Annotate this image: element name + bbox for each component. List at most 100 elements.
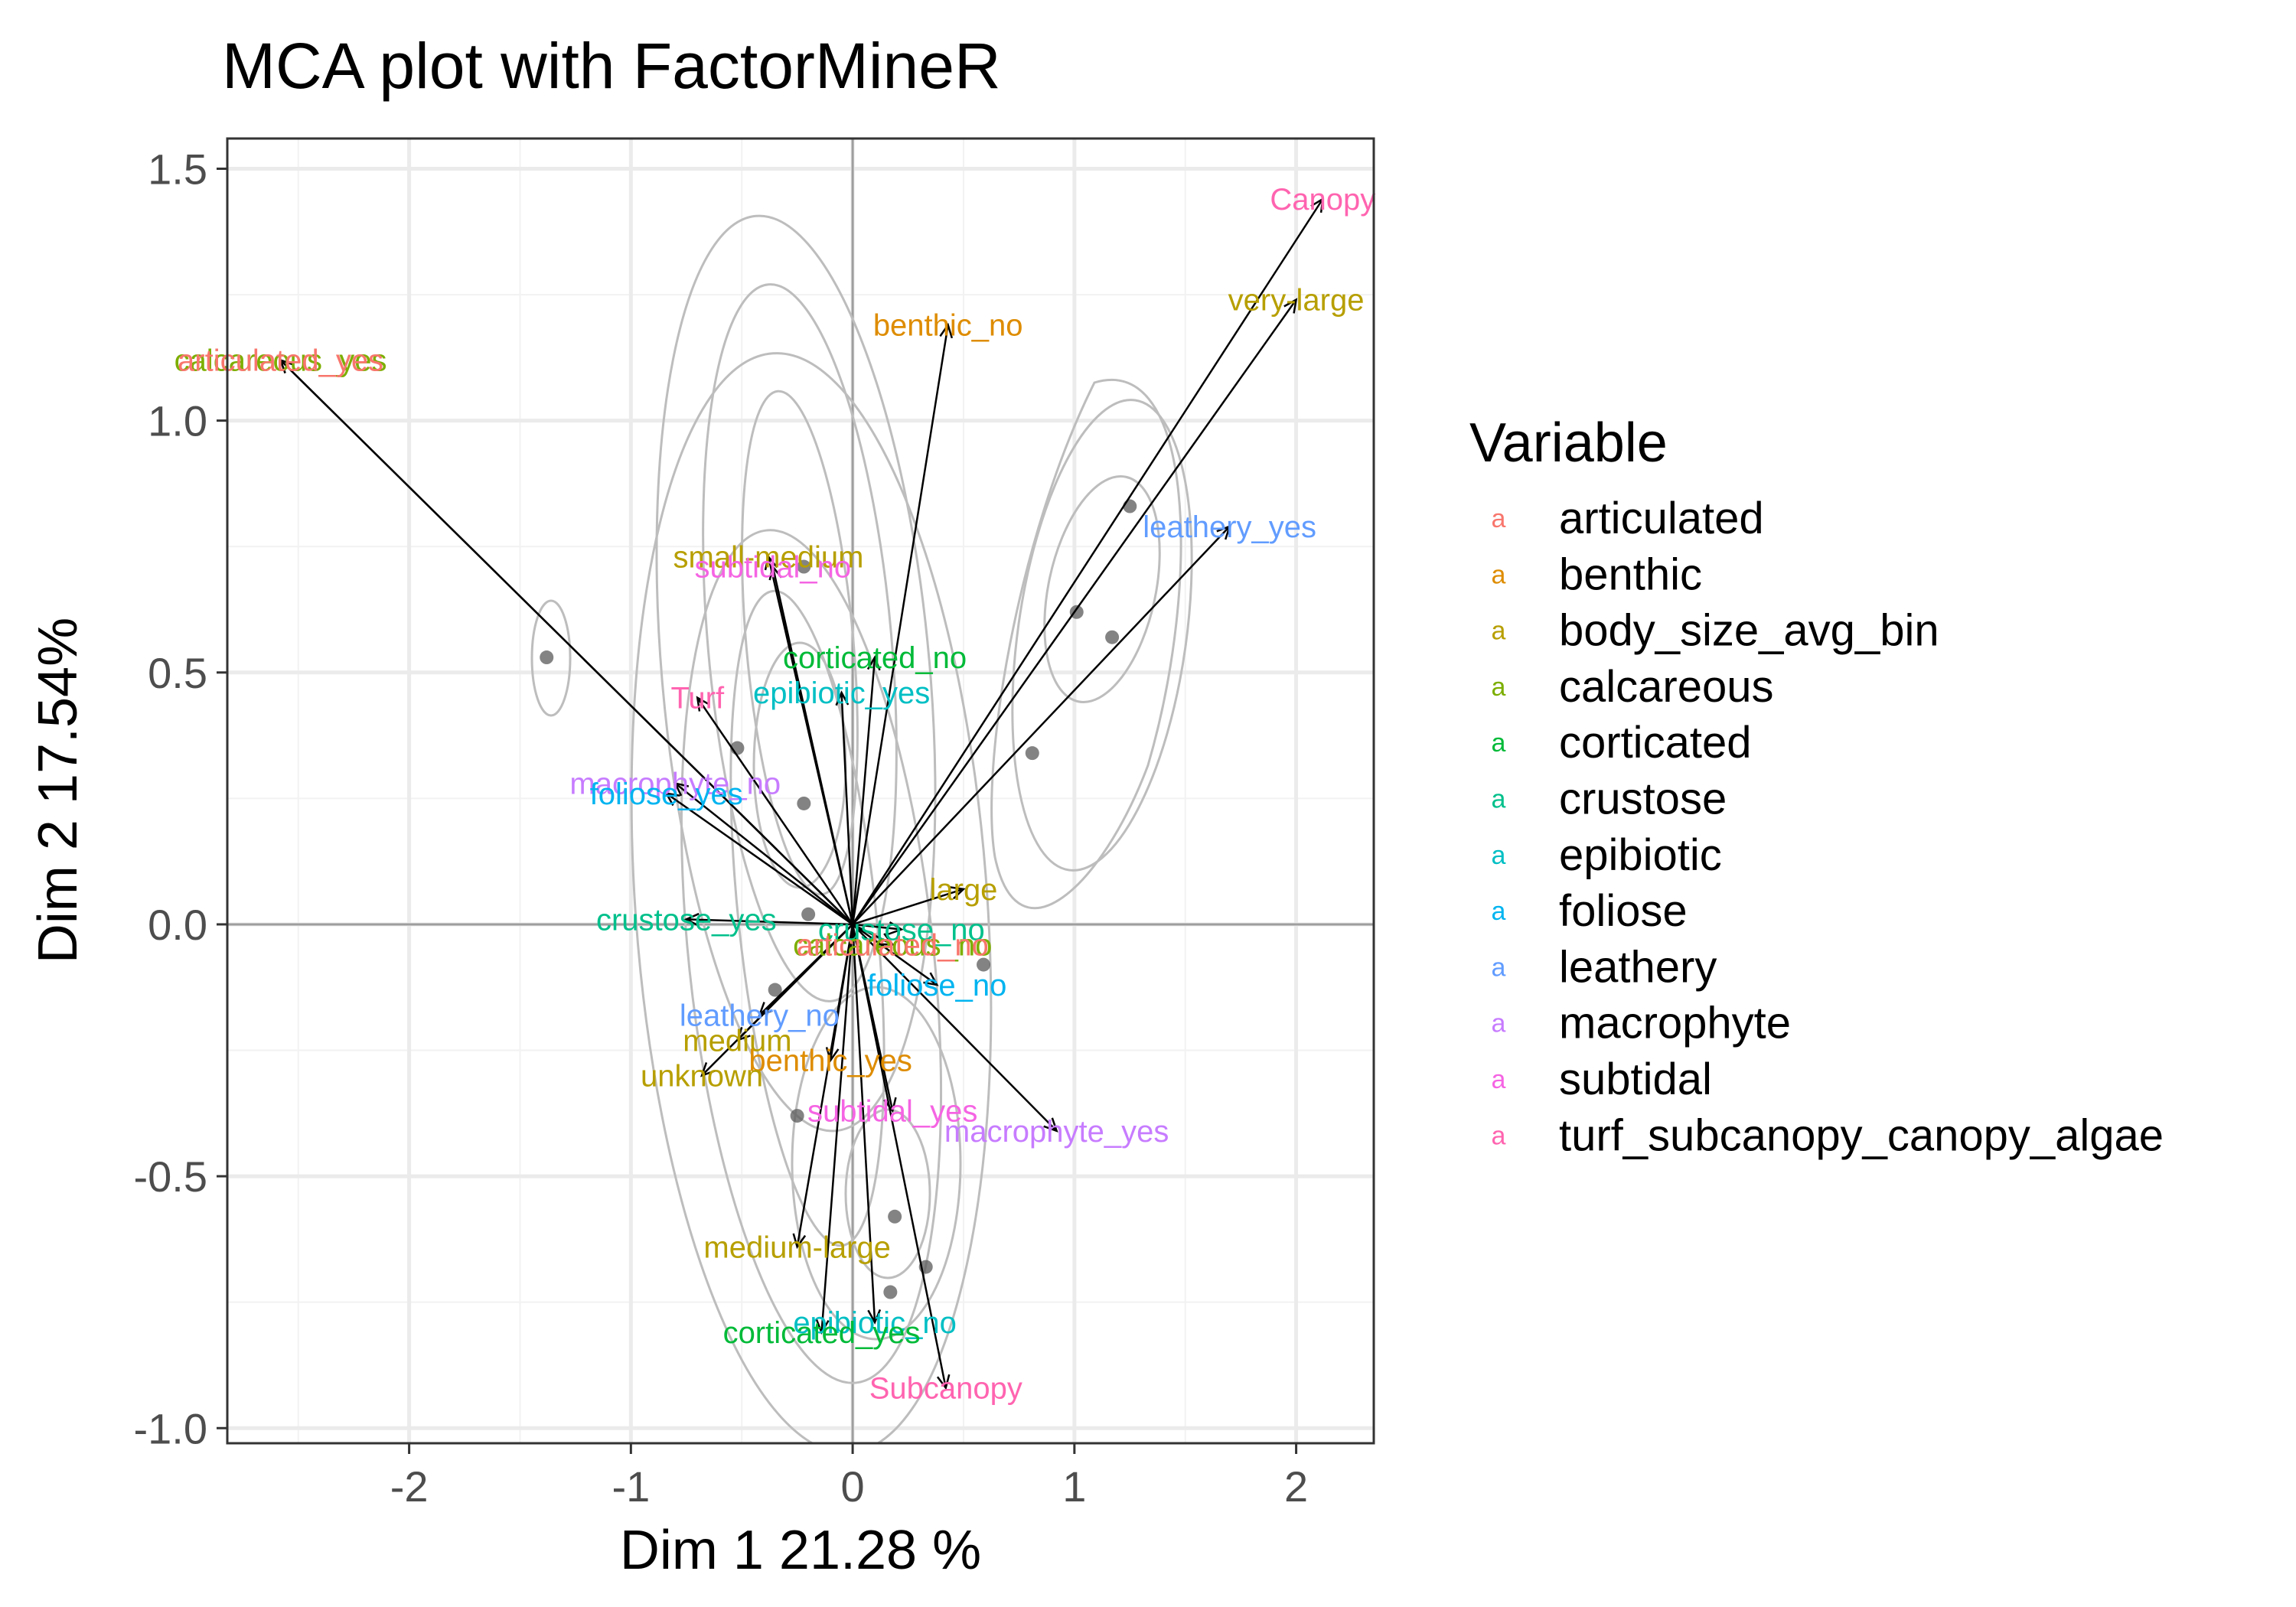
legend-key-glyph: a bbox=[1492, 1009, 1506, 1038]
label-unknown: unknown bbox=[641, 1059, 763, 1093]
arrow-shaft bbox=[851, 324, 949, 925]
arrow-head bbox=[1043, 1117, 1058, 1133]
arrow-head bbox=[1283, 298, 1298, 314]
arrow-shaft bbox=[674, 782, 853, 925]
arrow-shaft bbox=[852, 298, 1297, 925]
x-axis-title: Dim 1 21.28 % bbox=[620, 1520, 981, 1581]
label-very-large: very-large bbox=[1228, 284, 1365, 318]
legend-key-glyph: a bbox=[1492, 617, 1506, 646]
arrow-head bbox=[939, 322, 954, 339]
arrow-shaft bbox=[852, 888, 964, 926]
legend-label: crustose bbox=[1559, 774, 1727, 824]
label-corticated_yes: corticated_yes bbox=[723, 1316, 921, 1350]
arrow-shaft bbox=[696, 697, 854, 925]
label-calcareous_no: calcareous_no bbox=[793, 928, 992, 962]
arrow-macrophyte_yes bbox=[852, 924, 1058, 1133]
individuals bbox=[540, 499, 1137, 1299]
label-Turf: Turf bbox=[670, 682, 725, 715]
arrow-head bbox=[866, 655, 881, 671]
arrow-head bbox=[888, 921, 904, 935]
x-tick-label: -1 bbox=[612, 1462, 650, 1511]
legend-key-glyph: a bbox=[1492, 729, 1506, 758]
legend-entry-epibiotic: a epibiotic bbox=[1492, 830, 1722, 880]
arrow-shaft bbox=[851, 657, 876, 925]
label-articulated_no: articulated_no bbox=[797, 928, 989, 962]
arrow-head bbox=[835, 690, 850, 706]
arrow-shaft bbox=[279, 359, 853, 925]
individual-point bbox=[797, 796, 811, 810]
legend-label: epibiotic bbox=[1559, 830, 1722, 880]
label-macrophyte_yes: macrophyte_yes bbox=[944, 1115, 1169, 1149]
arrow-head bbox=[815, 1319, 830, 1335]
label-epibiotic_yes: epibiotic_yes bbox=[753, 676, 930, 710]
individual-point bbox=[768, 983, 782, 997]
individual-point bbox=[540, 650, 554, 665]
arrow-shaft bbox=[840, 693, 854, 925]
arrow-head bbox=[867, 1309, 882, 1325]
individual-point bbox=[883, 1285, 898, 1299]
arrow-shaft bbox=[851, 924, 947, 1388]
label-articulated_yes: articulated_yes bbox=[178, 344, 383, 378]
arrow-medium-large bbox=[792, 924, 854, 1250]
legend-label: turf_subcanopy_canopy_algae bbox=[1559, 1110, 2164, 1160]
legend-key-glyph: a bbox=[1492, 504, 1506, 533]
x-tick-label: 2 bbox=[1284, 1462, 1308, 1511]
legend-entry-subtidal: a subtidal bbox=[1492, 1054, 1712, 1104]
legend-entry-calcareous: a calcareous bbox=[1492, 662, 1774, 712]
panel-border bbox=[226, 137, 1375, 1445]
legend-label: corticated bbox=[1559, 718, 1751, 768]
arrow-head bbox=[683, 912, 700, 927]
legend-key-glyph: a bbox=[1492, 953, 1506, 982]
y-tick-label: -1.0 bbox=[134, 1404, 208, 1452]
y-tick-label: 0.0 bbox=[148, 901, 207, 949]
legend-key-glyph: a bbox=[1492, 897, 1506, 926]
individual-point bbox=[1069, 605, 1084, 619]
arrow-Turf bbox=[696, 696, 854, 925]
arrow-head bbox=[883, 1097, 897, 1113]
label-epibiotic_no: epibiotic_no bbox=[793, 1306, 957, 1340]
arrow-head bbox=[1310, 197, 1324, 214]
legend: Variable a articulated a benthic a body_size_… bbox=[1469, 412, 2164, 1160]
arrow-shaft bbox=[820, 924, 854, 1333]
legend-label: articulated bbox=[1559, 494, 1764, 543]
individual-point bbox=[801, 907, 816, 921]
legend-key-glyph: a bbox=[1492, 841, 1506, 870]
label-subtidal_yes: subtidal_yes bbox=[807, 1095, 977, 1129]
arrow-head bbox=[923, 972, 939, 986]
arrow-head bbox=[664, 792, 680, 807]
legend-entry-crustose: a crustose bbox=[1492, 774, 1727, 824]
arrow-shaft bbox=[852, 923, 902, 931]
arrow-head bbox=[673, 781, 690, 797]
arrow-articulated_yes bbox=[279, 358, 853, 925]
individual-point bbox=[888, 1209, 902, 1224]
axes: -2 -1 0 1 2 -1.0 -0.5 0.0 0.5 1.0 1.5 bbox=[134, 145, 1309, 1511]
arrow-head bbox=[768, 564, 782, 581]
arrow-epibiotic_no bbox=[851, 924, 882, 1325]
label-medium: medium bbox=[683, 1024, 791, 1058]
arrow-head bbox=[764, 554, 778, 571]
arrow-Subcanopy bbox=[851, 924, 951, 1390]
label-leathery_no: leathery_no bbox=[680, 999, 840, 1032]
legend-entry-body_size_avg_bin: a body_size_avg_bin bbox=[1492, 606, 1939, 656]
legend-label: subtidal bbox=[1559, 1054, 1712, 1104]
x-tick-label: 0 bbox=[841, 1462, 865, 1511]
arrow-foliose_no bbox=[852, 923, 939, 986]
legend-entry-macrophyte: a macrophyte bbox=[1492, 999, 1791, 1048]
label-benthic_no: benthic_no bbox=[873, 309, 1023, 343]
arrow-Canopy bbox=[852, 197, 1324, 925]
arrow-large bbox=[852, 886, 966, 926]
legend-key-glyph: a bbox=[1492, 673, 1506, 702]
label-Subcanopy: Subcanopy bbox=[869, 1372, 1022, 1406]
arrow-subtidal_no bbox=[768, 564, 854, 925]
individual-point bbox=[1025, 746, 1039, 761]
legend-entry-turf_subcanopy_canopy_algae: a turf_subcanopy_canopy_algae bbox=[1492, 1110, 2164, 1160]
chart-title: MCA plot with FactorMineR bbox=[222, 30, 1001, 102]
legend-label: foliose bbox=[1559, 886, 1688, 936]
y-axis-title: Dim 2 17.54% bbox=[28, 618, 89, 963]
arrow-head bbox=[936, 1374, 951, 1390]
arrow-shaft bbox=[686, 918, 853, 926]
arrow-shaft bbox=[852, 924, 1058, 1132]
arrow-macrophyte_no bbox=[673, 781, 853, 925]
